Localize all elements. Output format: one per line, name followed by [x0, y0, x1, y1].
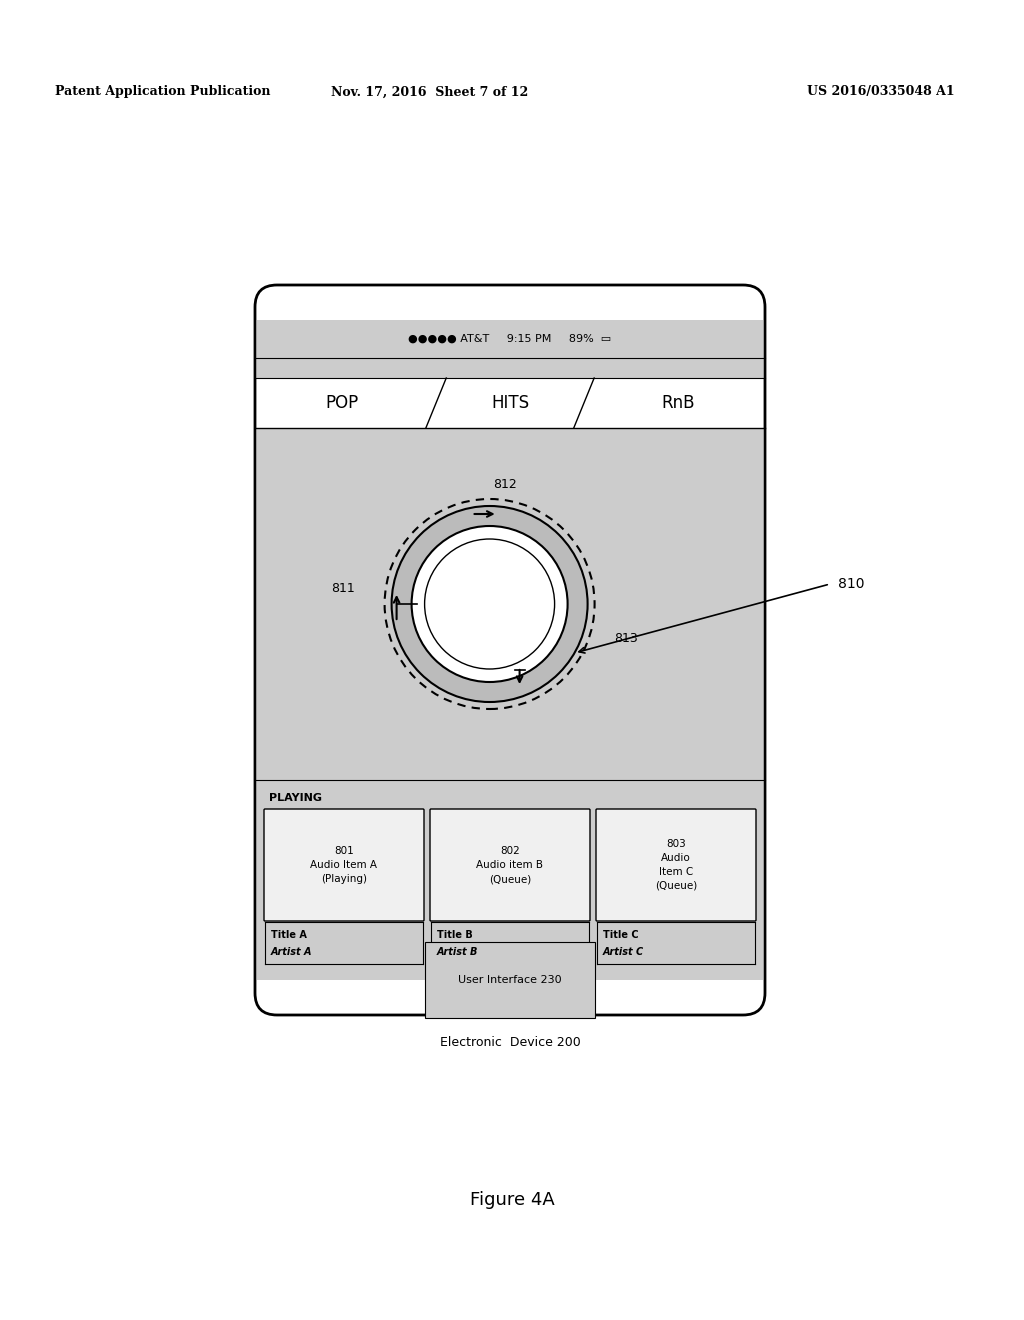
FancyBboxPatch shape	[264, 809, 424, 921]
Text: Patent Application Publication: Patent Application Publication	[55, 86, 270, 99]
Text: 813: 813	[614, 632, 638, 645]
Bar	[257, 358, 763, 378]
Text: Title A: Title A	[271, 931, 307, 940]
Bar	[257, 378, 763, 428]
Text: 802
Audio item B
(Queue): 802 Audio item B (Queue)	[476, 846, 544, 884]
Text: Artist A: Artist A	[271, 946, 312, 957]
Text: Figure 4A: Figure 4A	[470, 1191, 554, 1209]
Text: User Interface 230: User Interface 230	[458, 975, 562, 985]
Text: 811: 811	[331, 582, 354, 595]
Text: 803
Audio
Item C
(Queue): 803 Audio Item C (Queue)	[655, 840, 697, 891]
Text: 810: 810	[838, 577, 864, 591]
Text: US 2016/0335048 A1: US 2016/0335048 A1	[807, 86, 955, 99]
Text: HITS: HITS	[490, 393, 529, 412]
FancyBboxPatch shape	[255, 285, 765, 1015]
FancyBboxPatch shape	[430, 809, 590, 921]
Bar	[257, 319, 763, 358]
Text: Artist C: Artist C	[603, 946, 644, 957]
Text: Title C: Title C	[603, 931, 639, 940]
Text: PLAYING: PLAYING	[269, 793, 322, 803]
Bar	[257, 780, 763, 979]
Circle shape	[425, 539, 555, 669]
Text: Title B: Title B	[437, 931, 473, 940]
Text: Electronic  Device 200: Electronic Device 200	[439, 1036, 581, 1049]
Text: Artist B: Artist B	[437, 946, 478, 957]
Circle shape	[412, 525, 567, 682]
FancyBboxPatch shape	[596, 809, 756, 921]
Text: Nov. 17, 2016  Sheet 7 of 12: Nov. 17, 2016 Sheet 7 of 12	[332, 86, 528, 99]
Bar	[257, 428, 763, 780]
Text: RnB: RnB	[662, 393, 695, 412]
Text: POP: POP	[325, 393, 358, 412]
Text: 801
Audio Item A
(Playing): 801 Audio Item A (Playing)	[310, 846, 378, 884]
Text: 812: 812	[493, 478, 516, 491]
Circle shape	[391, 506, 588, 702]
Text: ●●●●● AT&T     9:15 PM     89%  ▭: ●●●●● AT&T 9:15 PM 89% ▭	[409, 334, 611, 345]
